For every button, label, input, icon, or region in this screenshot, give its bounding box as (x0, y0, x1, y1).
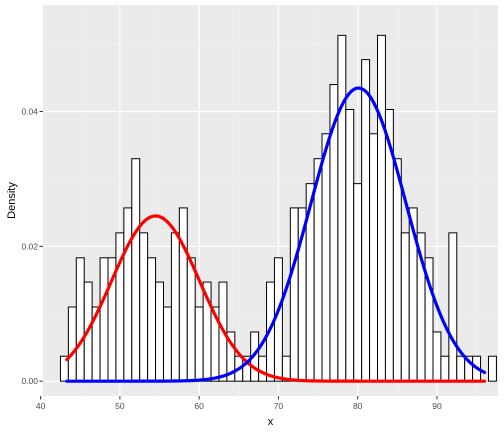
histogram-bar (400, 232, 410, 382)
histogram-bar (353, 183, 363, 382)
x-tick-label: 90 (432, 401, 442, 411)
axis-ticks (39, 111, 438, 400)
y-tick-label: 0.02 (21, 241, 38, 251)
histogram-bar (377, 34, 386, 382)
histogram-bar (99, 257, 109, 382)
x-tick-label: 50 (115, 401, 125, 411)
histogram-bar (369, 133, 379, 382)
y-axis-tick-labels: 0.00 0.02 0.04 (21, 107, 38, 387)
density-curves (65, 86, 487, 383)
red-density-curve (65, 214, 487, 383)
histogram-bar (258, 355, 268, 382)
histogram-bar (289, 207, 299, 382)
histogram-bar (67, 306, 77, 382)
blue-density-curve (65, 86, 487, 383)
histogram-bar (123, 207, 133, 382)
histogram-bar (178, 207, 188, 382)
histogram-bar (194, 306, 204, 382)
x-tick-label: 60 (194, 401, 204, 411)
histogram-bar (131, 158, 141, 382)
histogram-bar (75, 257, 85, 382)
histogram-bar (162, 306, 172, 382)
histogram-bars (59, 34, 497, 382)
histogram-bar (361, 59, 371, 382)
histogram-bar (337, 34, 347, 382)
histogram-bar (448, 232, 458, 382)
x-tick-label: 40 (36, 401, 46, 411)
x-tick-label: 70 (274, 401, 284, 411)
x-tick-label: 80 (353, 401, 363, 411)
histogram-bar (155, 281, 164, 382)
histogram-bar (440, 355, 450, 382)
histogram-bar (170, 232, 180, 382)
histogram-bar (186, 257, 196, 382)
histogram-bar (456, 355, 466, 382)
x-axis-title: x (268, 416, 274, 428)
y-tick-label: 0.04 (21, 107, 38, 117)
x-axis-tick-labels: 40 50 60 70 80 90 (36, 401, 442, 411)
y-axis-title: Density (6, 182, 18, 219)
histogram-bar (139, 232, 149, 382)
histogram-bar (147, 257, 157, 382)
histogram-bar (321, 133, 331, 382)
y-tick-label: 0.00 (21, 376, 38, 386)
histogram-bar (345, 108, 355, 382)
histogram-bar (432, 331, 442, 382)
histogram-bar (487, 355, 497, 382)
histogram-bar (392, 158, 402, 382)
